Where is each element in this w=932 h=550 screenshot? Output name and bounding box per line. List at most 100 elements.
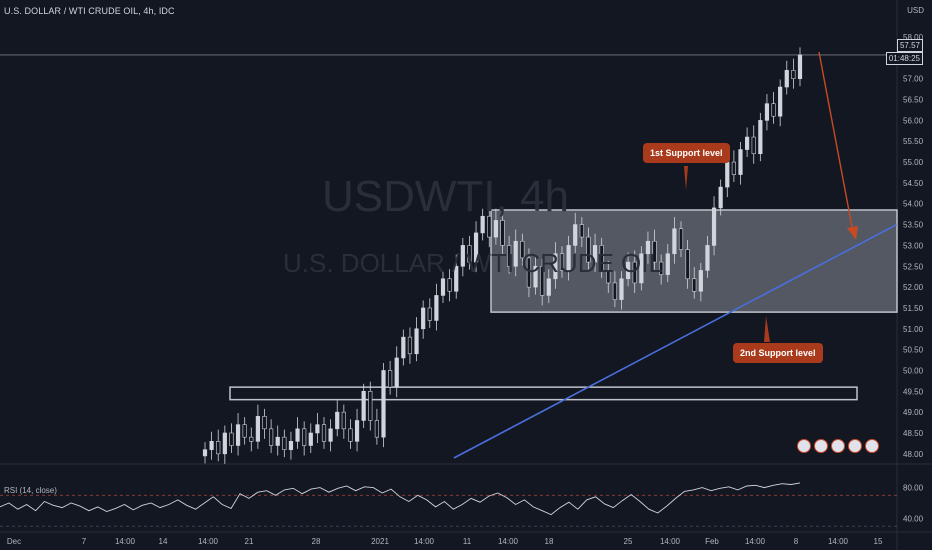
candle-body	[202, 449, 208, 457]
x-tick-label: 14:00	[198, 537, 219, 546]
y-tick-label: 51.50	[903, 304, 924, 313]
candle-body	[626, 261, 631, 280]
forecast-arrowhead	[847, 226, 858, 240]
candle-body	[216, 441, 221, 455]
event-flag-icon[interactable]	[831, 439, 845, 453]
x-tick-label: 14:00	[828, 537, 849, 546]
candle-body	[573, 224, 578, 246]
callout-pointer-1	[684, 166, 688, 190]
candle-body	[619, 278, 624, 300]
candle-body	[592, 245, 598, 263]
y-tick-label: 52.00	[903, 283, 924, 292]
candle-body	[235, 424, 241, 446]
candle-body	[645, 240, 651, 255]
x-tick-label: 14:00	[115, 537, 136, 546]
candle-body	[718, 186, 723, 209]
y-tick-label: 51.00	[903, 325, 924, 334]
y-tick-label: 49.00	[903, 408, 924, 417]
candle-body	[758, 120, 763, 155]
trendline	[453, 223, 897, 459]
x-tick-label: 14:00	[414, 537, 435, 546]
watermark-symbol: USDWTI, 4h	[322, 172, 569, 221]
y-tick-label: 56.00	[903, 116, 924, 125]
candle-body	[407, 336, 413, 355]
candle-body	[778, 86, 783, 117]
candle-body	[467, 245, 472, 263]
x-tick-label: 8	[794, 537, 799, 546]
x-tick-label: 15	[874, 537, 883, 546]
candle-body	[229, 432, 234, 446]
y-tick-label: 50.00	[903, 366, 924, 375]
event-flag-icon[interactable]	[848, 439, 862, 453]
candle-body	[553, 253, 558, 280]
candle-body	[599, 245, 604, 271]
callout-support-2[interactable]: 2nd Support level	[733, 343, 823, 363]
candle-body	[440, 278, 446, 296]
candle-body	[394, 357, 399, 388]
candle-body	[665, 253, 670, 275]
x-tick-label: 2021	[371, 537, 389, 546]
candle-body	[487, 215, 492, 238]
candle-body	[388, 370, 393, 388]
candle-body	[791, 70, 796, 79]
x-tick-label: 14:00	[745, 537, 766, 546]
y-tick-label: 55.00	[903, 158, 924, 167]
candle-body	[698, 270, 703, 292]
x-tick-label: 28	[312, 537, 321, 546]
event-icons	[797, 439, 879, 453]
candle-body	[447, 278, 452, 292]
candle-body	[282, 436, 287, 450]
candle-body	[764, 103, 770, 121]
event-flag-icon[interactable]	[797, 439, 811, 453]
y-tick-label: 49.50	[903, 387, 924, 396]
y-tick-label: 48.00	[903, 450, 924, 459]
chart-title: U.S. DOLLAR / WTI CRUDE OIL, 4h, IDC	[4, 6, 175, 16]
rsi-tick-label: 80.00	[903, 484, 924, 493]
candle-body	[414, 328, 419, 355]
candle-body	[269, 428, 274, 446]
candle-body	[500, 220, 505, 246]
support-zone-2	[229, 386, 858, 401]
x-tick-label: 25	[624, 537, 633, 546]
candle-body	[639, 253, 644, 284]
candle-body	[315, 424, 320, 434]
x-tick-label: 14:00	[660, 537, 681, 546]
candle-body	[784, 70, 789, 88]
candle-body	[361, 391, 366, 421]
y-tick-label: 48.50	[903, 429, 924, 438]
event-flag-icon[interactable]	[814, 439, 828, 453]
candle-body	[797, 54, 803, 79]
x-tick-label: 14	[159, 537, 168, 546]
y-tick-label: 55.50	[903, 137, 924, 146]
candle-body	[745, 136, 750, 150]
rsi-line	[0, 482, 801, 516]
currency-label: USD	[907, 6, 924, 15]
y-tick-label: 58.00	[903, 33, 924, 42]
rsi-label: RSI (14, close)	[4, 486, 57, 495]
candle-body	[427, 307, 432, 321]
candle-body	[473, 232, 479, 263]
candle-body	[374, 420, 379, 438]
candle-body	[546, 278, 551, 296]
callout-pointer-2	[764, 316, 770, 342]
x-tick-label: 18	[545, 537, 554, 546]
candle-body	[302, 428, 307, 446]
candle-body	[381, 370, 386, 438]
y-tick-label: 50.50	[903, 346, 924, 355]
candle-body	[540, 265, 545, 296]
candle-body	[692, 278, 697, 292]
y-tick-label: 57.00	[903, 75, 924, 84]
candle-body	[288, 441, 294, 450]
candle-body	[559, 253, 565, 271]
event-flag-icon[interactable]	[865, 439, 879, 453]
candle-body	[335, 411, 340, 430]
x-tick-label: 11	[463, 537, 472, 546]
rsi-tick-label: 40.00	[903, 514, 924, 523]
y-tick-label: 52.50	[903, 262, 924, 271]
candle-body	[771, 103, 776, 117]
candle-body	[421, 307, 426, 330]
callout-support-1[interactable]: 1st Support level	[643, 143, 730, 163]
candle-body	[586, 236, 591, 263]
candle-body	[480, 215, 485, 234]
